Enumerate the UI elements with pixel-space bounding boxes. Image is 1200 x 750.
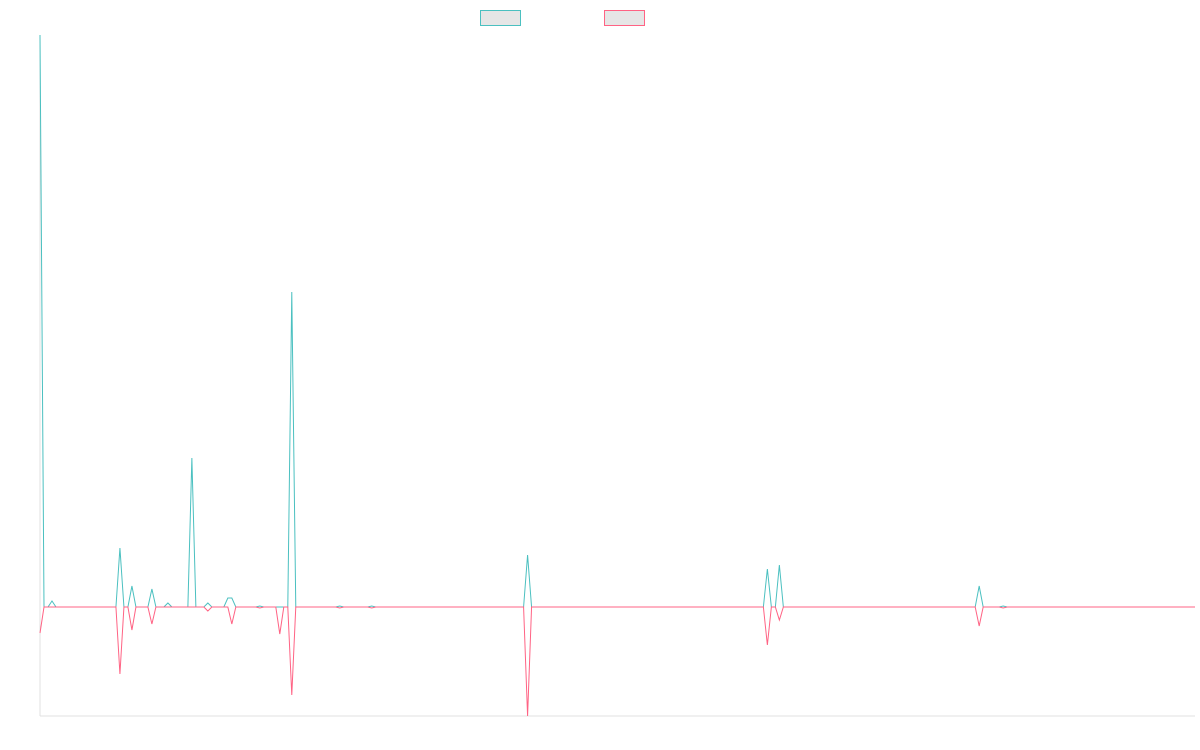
data-line	[39, 34, 1195, 608]
data-line	[39, 606, 1195, 717]
legend-swatch	[480, 10, 521, 26]
legend-swatch	[604, 10, 645, 26]
